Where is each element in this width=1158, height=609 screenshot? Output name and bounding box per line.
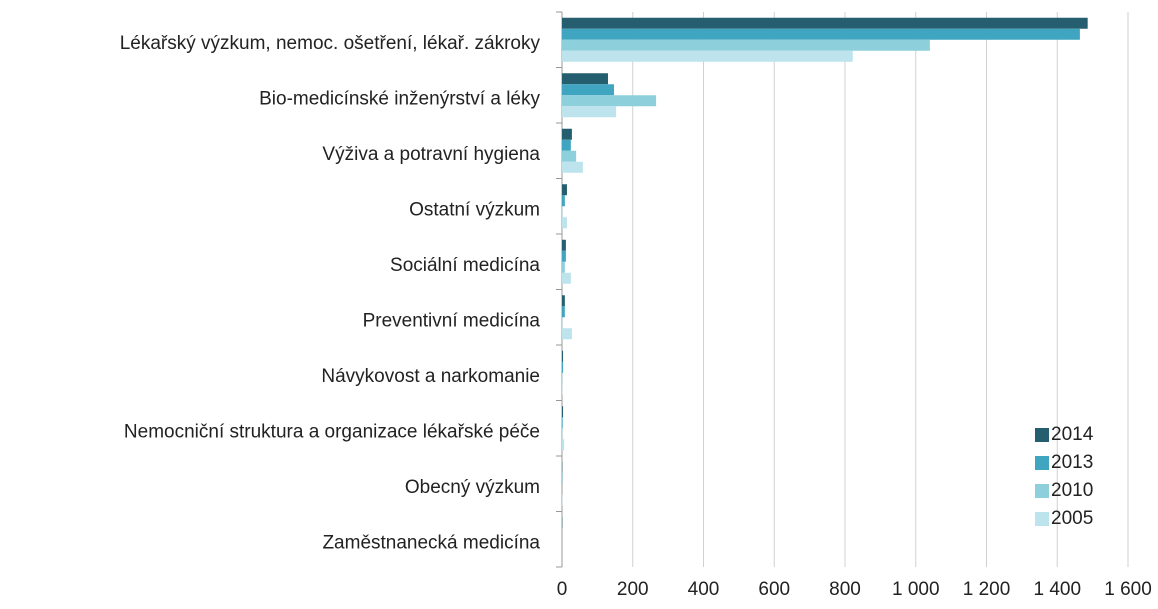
y-tick-label: Sociální medicína xyxy=(390,255,540,276)
bar xyxy=(562,217,567,228)
legend-swatch xyxy=(1035,456,1049,470)
bar xyxy=(562,40,930,51)
bar xyxy=(562,273,571,284)
y-tick-label: Nemocniční struktura a organizace lékařs… xyxy=(124,421,540,442)
legend-swatch xyxy=(1035,428,1049,442)
bar xyxy=(562,29,1080,40)
legend-label: 2014 xyxy=(1051,424,1094,445)
bar xyxy=(562,195,565,206)
bar xyxy=(562,84,614,95)
bar xyxy=(562,439,564,450)
bar xyxy=(562,151,576,162)
bar xyxy=(562,417,563,428)
x-tick-label: 400 xyxy=(688,579,720,600)
x-tick-label: 1 200 xyxy=(963,579,1011,600)
bar xyxy=(562,406,563,417)
bar xyxy=(562,18,1088,29)
x-tick-label: 200 xyxy=(617,579,649,600)
bar xyxy=(562,351,563,362)
x-tick-label: 1 600 xyxy=(1104,579,1152,600)
y-tick-label: Lékařský výzkum, nemoc. ošetření, lékař.… xyxy=(120,33,541,54)
bar xyxy=(562,251,566,262)
legend-swatch xyxy=(1035,512,1049,526)
bar xyxy=(562,306,565,317)
bar xyxy=(562,328,572,339)
y-tick-label: Návykovost a narkomanie xyxy=(321,366,540,387)
bar xyxy=(562,95,656,106)
bar xyxy=(562,73,608,84)
bar xyxy=(562,240,566,251)
x-tick-label: 800 xyxy=(829,579,861,600)
y-tick-label: Bio-medicínské inženýrství a léky xyxy=(259,88,540,109)
bar xyxy=(562,106,616,117)
bar xyxy=(562,262,565,273)
x-tick-label: 1 000 xyxy=(892,579,940,600)
y-tick-label: Obecný výzkum xyxy=(405,477,540,498)
legend-label: 2005 xyxy=(1051,508,1093,529)
y-tick-label: Preventivní medicína xyxy=(363,310,541,331)
x-tick-label: 600 xyxy=(758,579,790,600)
legend-swatch xyxy=(1035,484,1049,498)
bar xyxy=(562,184,567,195)
bar xyxy=(562,51,853,62)
bar xyxy=(562,362,563,373)
x-tick-label: 0 xyxy=(557,579,568,600)
bar xyxy=(562,295,565,306)
y-tick-label: Výživa a potravní hygiena xyxy=(322,144,540,165)
bar xyxy=(562,162,583,173)
legend-label: 2010 xyxy=(1051,480,1093,501)
bar xyxy=(562,140,571,151)
y-tick-label: Zaměstnanecká medicína xyxy=(322,532,540,553)
x-tick-label: 1 400 xyxy=(1033,579,1081,600)
y-tick-label: Ostatní výzkum xyxy=(409,199,540,220)
legend-label: 2013 xyxy=(1051,452,1093,473)
bar xyxy=(562,129,572,140)
